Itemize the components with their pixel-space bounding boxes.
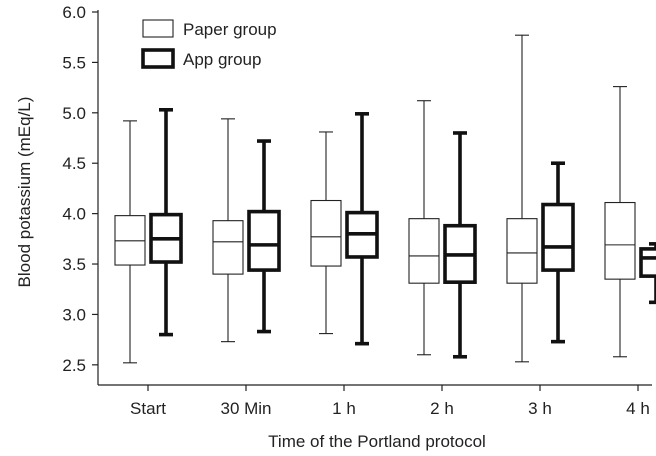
box-app-0 — [149, 107, 183, 337]
box-paper-2 — [310, 131, 342, 335]
legend-label-paper: Paper group — [183, 20, 277, 39]
x-tick-label: 2 h — [430, 399, 454, 418]
y-tick-label: 4.0 — [62, 205, 86, 224]
legend: Paper group App group — [141, 19, 277, 69]
box-paper-3 — [408, 100, 440, 356]
x-tick-label: 3 h — [528, 399, 552, 418]
legend-swatch-app — [141, 48, 175, 69]
box-iqr — [247, 209, 281, 272]
boxes — [114, 34, 656, 364]
box-paper-4 — [506, 34, 538, 363]
y-axis-title: Blood potassium (mEq/L) — [15, 97, 34, 288]
box-iqr — [310, 199, 342, 267]
box-iqr — [506, 218, 538, 284]
box-iqr — [604, 201, 636, 280]
x-axis-title: Time of the Portland protocol — [268, 432, 486, 451]
box-iqr — [212, 220, 244, 275]
box-app-2 — [345, 112, 379, 346]
x-tick-label: 4 h — [626, 399, 650, 418]
x-axis-ticks: Start 30 Min 1 h 2 h 3 h 4 h — [130, 385, 650, 418]
y-tick-label: 5.5 — [62, 53, 86, 72]
x-tick-label: 1 h — [332, 399, 356, 418]
box-paper-0 — [114, 120, 146, 364]
box-app-1 — [247, 139, 281, 334]
x-tick-label: Start — [130, 399, 166, 418]
x-tick-label: 30 Min — [220, 399, 271, 418]
y-tick-label: 2.5 — [62, 356, 86, 375]
box-iqr — [541, 202, 575, 272]
axes — [97, 10, 652, 386]
box-iqr — [639, 247, 656, 278]
box-paper-5 — [604, 86, 636, 358]
y-tick-label: 5.0 — [62, 104, 86, 123]
y-tick-label: 4.5 — [62, 154, 86, 173]
legend-label-app: App group — [183, 50, 261, 69]
box-app-5 — [639, 242, 656, 305]
y-tick-label: 3.0 — [62, 305, 86, 324]
box-iqr — [408, 218, 440, 284]
y-axis-ticks: 2.5 3.0 3.5 4.0 4.5 5.0 5.5 6.0 — [62, 3, 98, 375]
box-paper-1 — [212, 118, 244, 343]
legend-swatch-paper — [142, 19, 174, 38]
y-tick-label: 3.5 — [62, 255, 86, 274]
box-app-3 — [443, 131, 477, 359]
box-app-4 — [541, 161, 575, 344]
y-tick-label: 6.0 — [62, 3, 86, 22]
